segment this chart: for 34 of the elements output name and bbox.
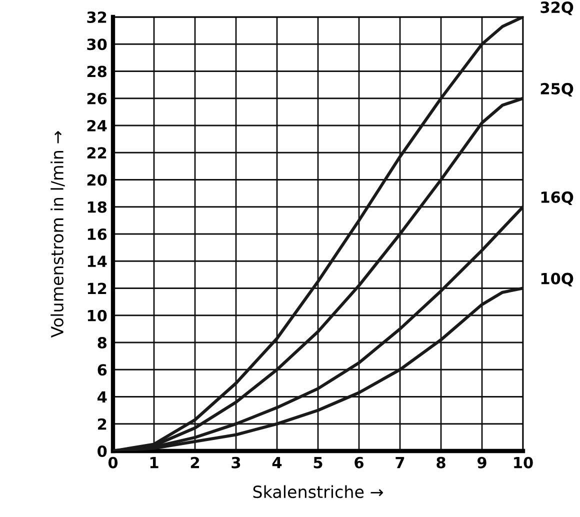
x-axis-title: Skalenstriche → [253, 485, 383, 498]
x-tick-label: 4 [272, 457, 282, 468]
y-tick-label: 4 [98, 391, 107, 403]
y-tick-label: 8 [98, 336, 106, 349]
y-axis-title: Volumenstrom in l/min → [50, 131, 65, 338]
x-tick-label: 0 [108, 456, 118, 468]
series-label: 10Q [541, 272, 574, 286]
x-tick-label: 8 [436, 456, 446, 468]
series-label: 16Q [541, 191, 574, 205]
y-tick-label: 6 [98, 364, 107, 376]
x-tick-label: 9 [477, 456, 486, 468]
x-tick-label: 6 [354, 456, 364, 468]
series-label: 25Q [540, 82, 574, 96]
x-tick-label: 3 [232, 456, 240, 468]
y-tick-label: 18 [88, 201, 106, 213]
y-tick-label: 22 [87, 147, 106, 158]
y-tick-label: 10 [88, 310, 107, 322]
y-tick-label: 26 [87, 92, 107, 104]
y-tick-label: 14 [88, 256, 107, 267]
y-tick-label: 16 [88, 228, 107, 240]
x-tick-label: 5 [314, 457, 322, 468]
y-tick-label: 24 [87, 120, 107, 132]
x-tick-label: 2 [190, 456, 199, 468]
y-tick-label: 32 [87, 11, 106, 24]
x-tick-label: 1 [150, 457, 158, 468]
x-tick-label: 10 [514, 456, 533, 468]
y-tick-label: 28 [87, 66, 106, 78]
y-tick-label: 20 [87, 174, 107, 186]
x-tick-label: 7 [396, 457, 404, 468]
y-tick-label: 2 [98, 418, 106, 430]
y-tick-label: 0 [98, 445, 107, 458]
y-tick-label: 30 [87, 38, 107, 50]
series-label: 32Q [540, 2, 574, 16]
y-tick-label: 12 [88, 282, 106, 294]
